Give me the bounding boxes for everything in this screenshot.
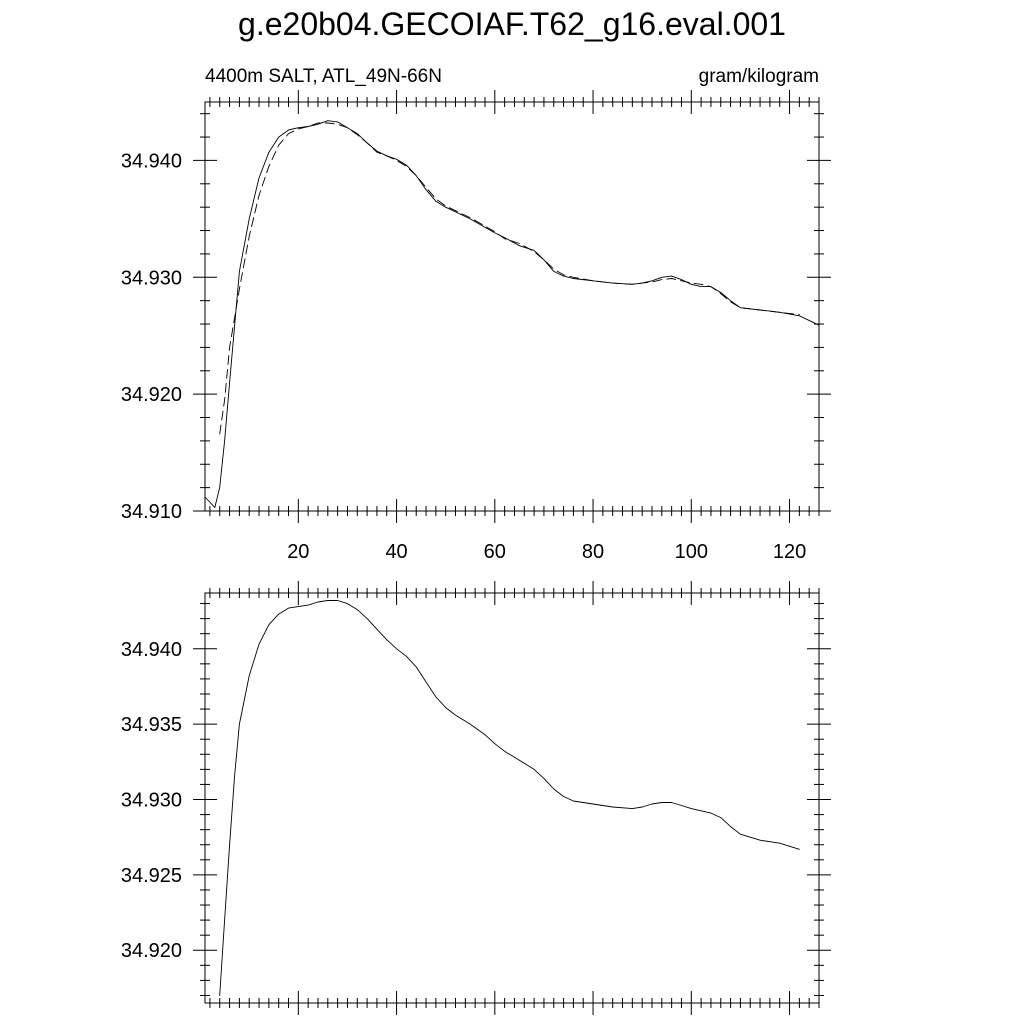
y-tick-label: 34.920 <box>121 940 182 962</box>
chart-title: g.e20b04.GECOIAF.T62_g16.eval.001 <box>238 6 786 42</box>
y-tick-label: 34.935 <box>121 714 182 736</box>
plot-frame <box>204 592 820 1004</box>
top-panel: 34.910 34.920 34.930 34.940 20 40 60 80 100 120 44… <box>121 66 831 563</box>
panel-right-label: gram/kilogram <box>699 66 819 87</box>
panel-left-label: 4400m SALT, ATL_49N-66N <box>205 66 442 87</box>
x-tick-label: 100 <box>675 541 708 563</box>
y-tick-label: 34.930 <box>121 267 182 289</box>
series-line-solid <box>204 120 820 508</box>
x-tick-label: 20 <box>287 541 309 563</box>
y-tick-label: 34.920 <box>121 384 182 406</box>
series-line-dashed <box>219 122 800 435</box>
y-tick-label: 34.940 <box>121 150 182 172</box>
y-tick-label: 34.940 <box>121 639 182 661</box>
y-tick-label: 34.930 <box>121 790 182 812</box>
y-tick-label: 34.910 <box>121 501 182 523</box>
x-tick-label: 40 <box>385 541 407 563</box>
plot-frame <box>204 101 820 512</box>
x-tick-label: 120 <box>773 541 806 563</box>
bottom-panel: 34.920 34.925 34.930 34.935 34.940 <box>121 581 831 1015</box>
x-tick-label: 80 <box>582 541 604 563</box>
y-tick-label: 34.925 <box>121 865 182 887</box>
x-tick-label: 60 <box>484 541 506 563</box>
series-line-solid <box>219 600 800 996</box>
